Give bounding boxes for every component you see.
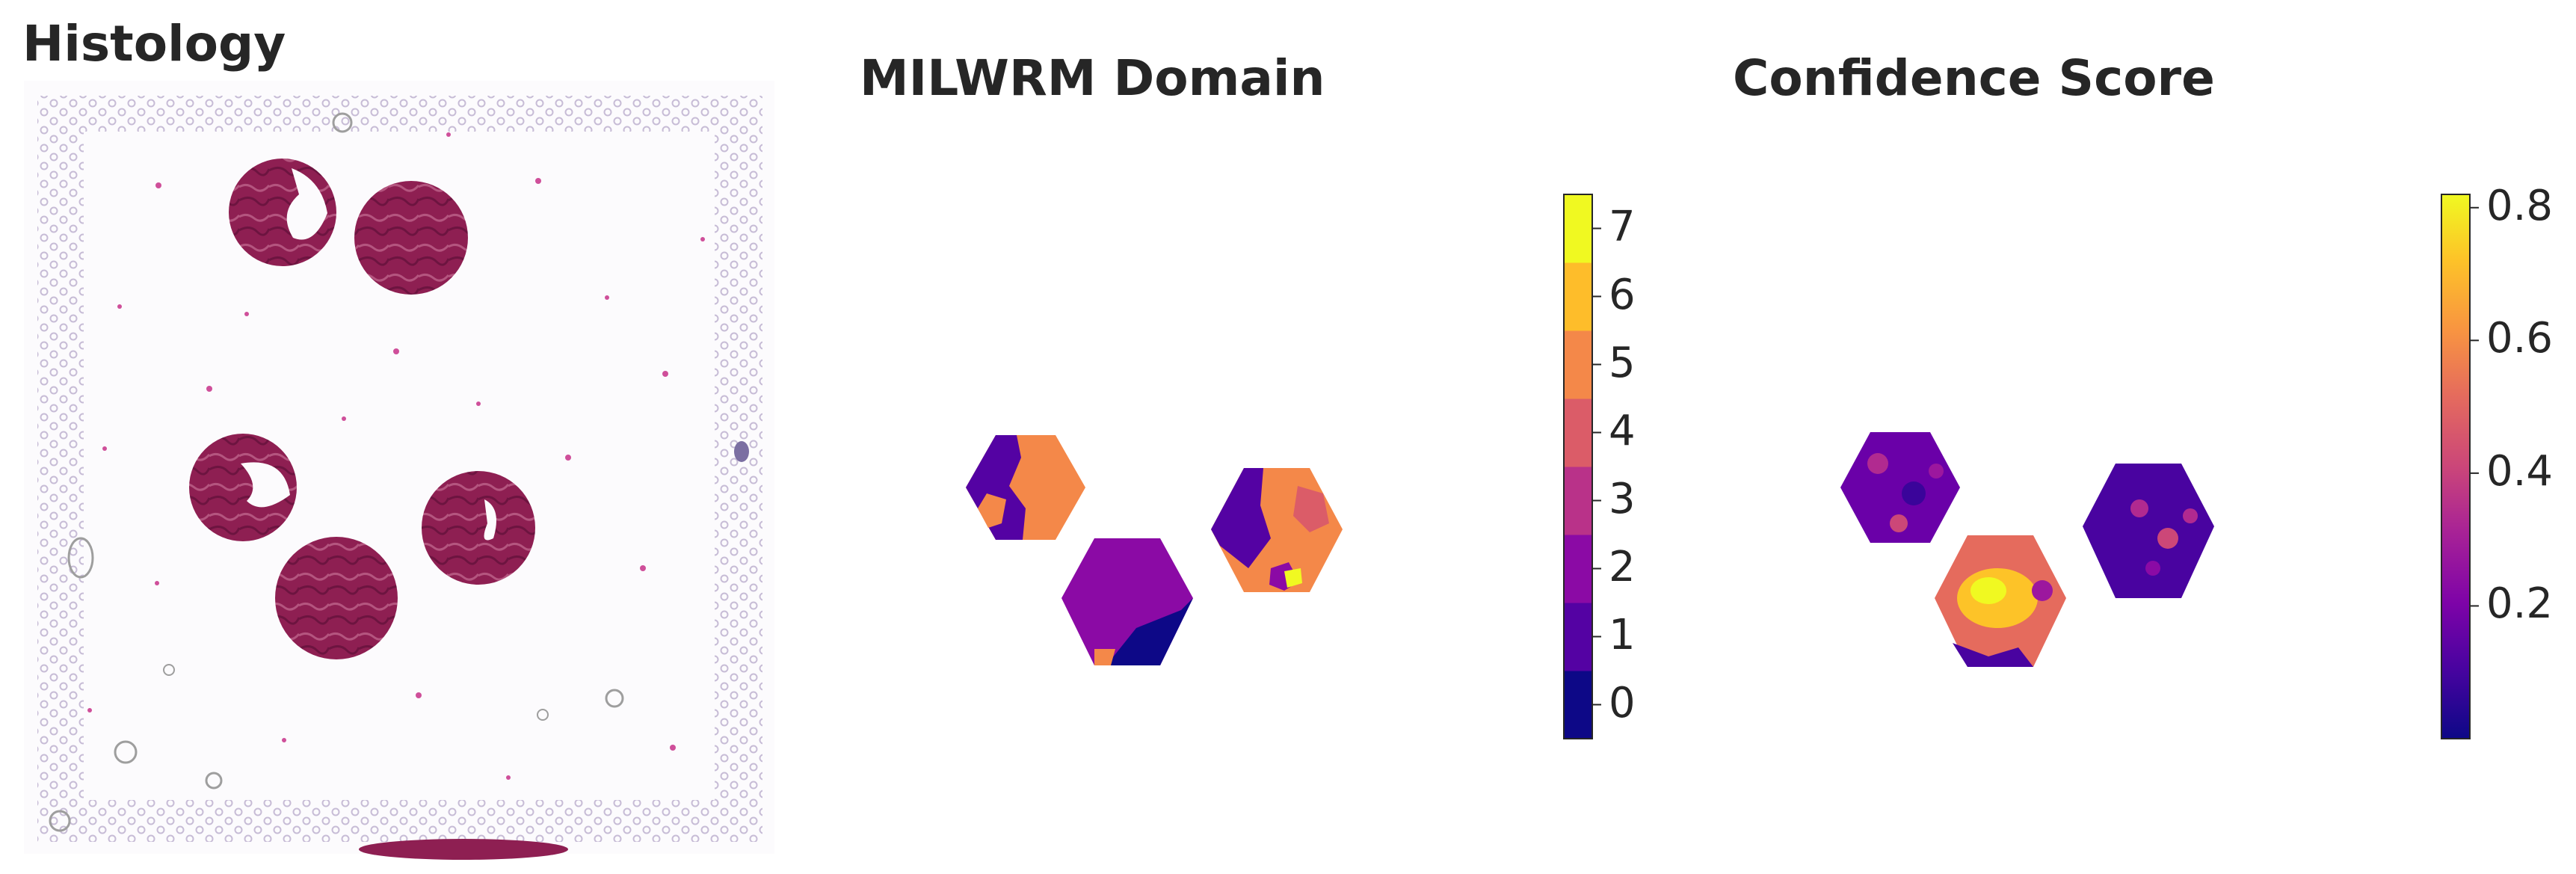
tissue-section [354,181,468,295]
domain-region [1293,486,1329,532]
domain-region [978,493,1006,528]
spot-grid-top [37,96,762,132]
domain-colorbar-tick-label: 6 [1609,270,1636,319]
confidence-title: Confidence Score [1733,49,2215,107]
spot-grid-bottom [37,800,762,842]
domain-colorbar-segment [1564,262,1592,331]
tissue-section [422,471,535,585]
confidence-colorbar-tick-label: 0.6 [2486,314,2554,363]
histology-image [24,81,774,860]
confidence-colorbar-tick-label: 0.2 [2486,579,2554,629]
domain-colorbar-segment [1564,398,1592,467]
spot-grid-left [37,132,84,800]
domain-colorbar-frame [1563,194,1593,739]
domain-colorbar-segment [1564,467,1592,535]
domain-colorbar-tick-label: 3 [1609,474,1636,523]
confidence-colorbar-tick-label: 0.8 [2486,181,2554,230]
domain-colorbar-segment [1564,671,1592,739]
confidence-map [1840,432,2214,667]
confidence-colorbar-gradient [2441,194,2471,739]
domain-region [1284,568,1302,588]
domain-colorbar-tick-label: 7 [1609,202,1636,251]
domain-title: MILWRM Domain [860,49,1325,107]
domain-colorbar-segment [1564,535,1592,603]
domain-colorbar-tick-label: 4 [1609,406,1636,455]
domain-region [1211,468,1271,568]
domain-colorbar-segment [1564,194,1592,263]
histology-title: Histology [22,15,286,73]
confidence-tissue [2083,464,2214,598]
domain-colorbar-segment [1564,330,1592,399]
domain-colorbar-tick-label: 2 [1609,542,1636,591]
domain-map [966,435,1343,665]
spot-grid-right [715,132,762,800]
confidence-colorbar [2441,194,2479,739]
domain-region [1094,649,1115,665]
domain-colorbar-tick-label: 0 [1609,678,1636,727]
domain-colorbar-segment [1564,603,1592,671]
tissue-section [359,839,568,860]
domain-colorbar [1563,194,1601,739]
tissue-section [275,537,398,659]
confidence-colorbar-tick-label: 0.4 [2486,446,2554,496]
domain-colorbar-tick-label: 5 [1609,338,1636,387]
tissue-section [189,434,297,541]
domain-region [1106,598,1193,665]
domain-colorbar-tick-label: 1 [1609,610,1636,659]
